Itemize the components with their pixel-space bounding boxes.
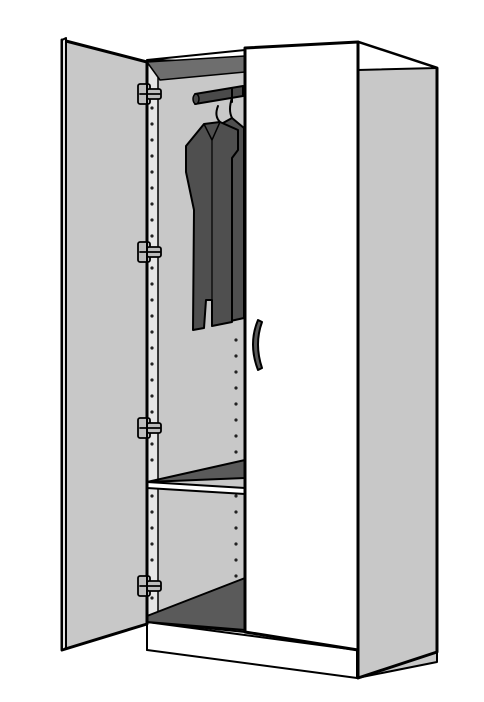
right-door [243,40,360,652]
cabinet-side-panel [356,40,439,680]
left-door-open [60,38,149,652]
garment-jacket [185,105,239,331]
cabinet-interior-side [146,61,159,623]
door-handle-icon [252,319,263,371]
left-door-edge [61,37,67,651]
hanging-rail [192,85,244,105]
